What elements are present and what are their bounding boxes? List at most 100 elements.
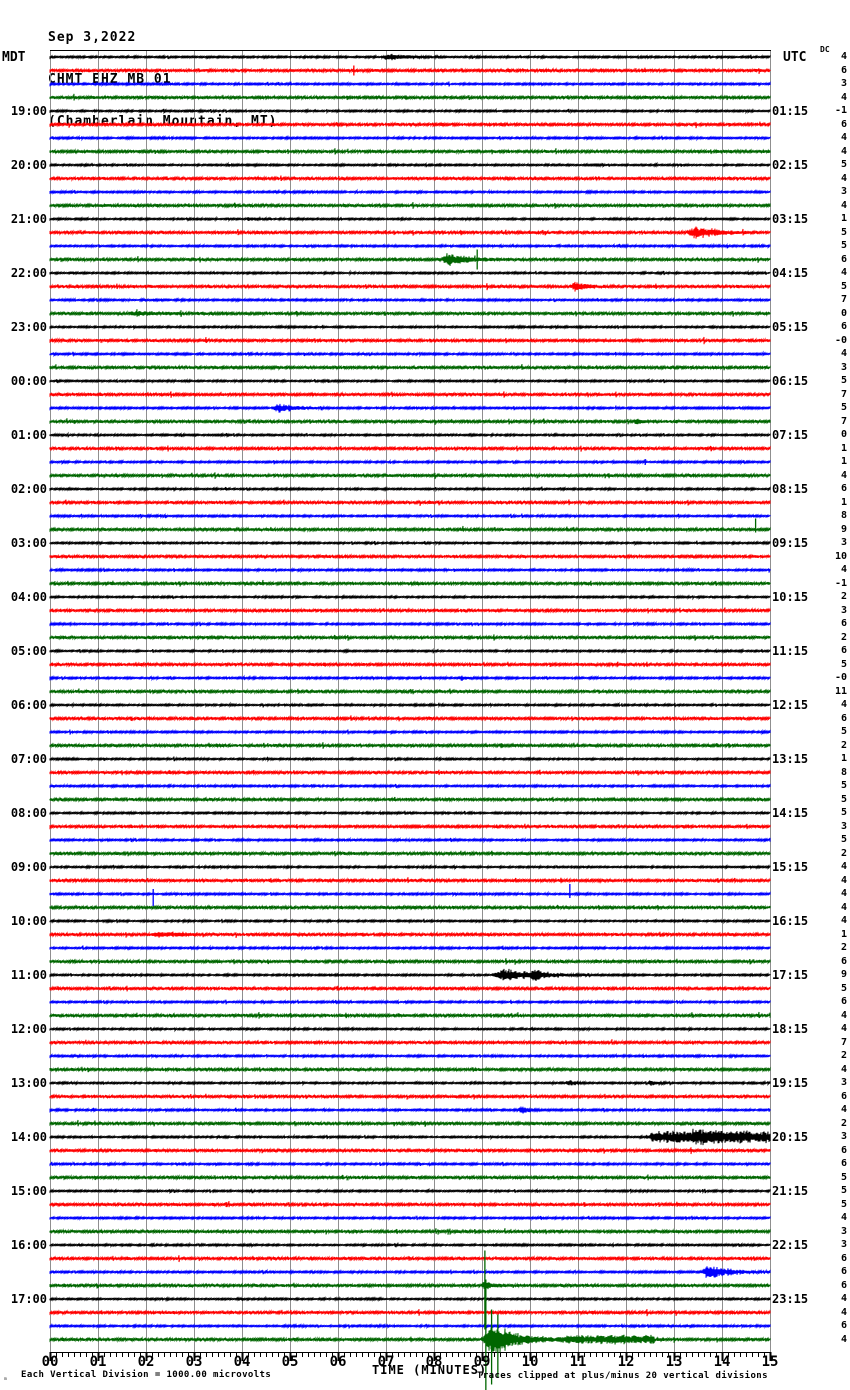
dc-offset-value: 6 — [840, 1090, 847, 1102]
seismogram-trace — [49, 1228, 771, 1235]
dc-offset-value: 7 — [840, 294, 847, 305]
seismogram-trace — [49, 363, 771, 371]
dc-offset-value: 5 — [840, 982, 847, 994]
utc-hour-label: 20:15 — [772, 1130, 809, 1144]
dc-offset-value: -0 — [834, 672, 847, 683]
mdt-hour-label: 11:00 — [10, 968, 47, 982]
seismogram-trace — [49, 1308, 771, 1317]
x-axis-tick-label: 14 — [713, 1354, 731, 1370]
dc-offset-value: 2 — [840, 739, 847, 751]
seismogram-trace — [49, 540, 771, 547]
seismogram-trace — [49, 553, 771, 560]
seismogram-trace — [49, 904, 771, 911]
dc-offset-value: 1 — [840, 753, 847, 764]
x-axis-tick-label: 09 — [473, 1354, 491, 1370]
utc-hour-label: 07:15 — [772, 428, 809, 442]
footer-clip-note: Traces clipped at plus/minus 20 vertical… — [477, 1371, 768, 1381]
dc-offset-value: 4 — [840, 199, 847, 211]
dc-offset-value: 3 — [840, 78, 847, 89]
seismogram-trace — [49, 472, 771, 480]
utc-hour-label: 23:15 — [772, 1292, 809, 1306]
header-date: Sep 3,2022 — [48, 30, 137, 45]
mdt-hour-label: 23:00 — [10, 320, 47, 334]
dc-offset-value: 6 — [840, 1144, 847, 1156]
mdt-hour-label: 00:00 — [10, 374, 47, 388]
mdt-hour-label: 08:00 — [10, 806, 47, 820]
seismogram-trace — [49, 525, 771, 533]
dc-offset-value: 4 — [840, 861, 847, 872]
seismogram-trace — [49, 486, 771, 493]
seismogram-trace — [49, 1147, 771, 1155]
seismogram-trace — [49, 431, 771, 439]
dc-offset-value: 4 — [840, 1063, 847, 1075]
seismogram-trace — [49, 1214, 771, 1222]
dc-offset-value: -1 — [834, 577, 847, 589]
x-axis-tick-label: 13 — [665, 1354, 683, 1370]
utc-hour-label: 09:15 — [772, 536, 809, 550]
mdt-hour-label: 14:00 — [10, 1130, 47, 1144]
utc-hour-label: 14:15 — [772, 806, 809, 820]
seismogram-trace — [49, 1039, 771, 1046]
dc-offset-value: 6 — [840, 712, 847, 724]
dc-offset-value: 3 — [840, 361, 847, 373]
utc-hour-label: 12:15 — [772, 698, 809, 712]
seismogram-trace — [49, 67, 771, 75]
seismogram-trace — [49, 1066, 771, 1073]
mdt-hour-label: 09:00 — [10, 860, 47, 874]
seismogram-trace — [49, 53, 771, 61]
mdt-hour-label: 17:00 — [10, 1292, 47, 1306]
dc-offset-value: 9 — [840, 969, 847, 980]
dc-offset-value: 4 — [840, 51, 847, 62]
dc-offset-value: 2 — [840, 1050, 847, 1061]
dc-offset-value: 6 — [840, 64, 847, 76]
seismogram-trace — [49, 242, 771, 250]
dc-offset-value: 3 — [840, 820, 847, 832]
right-axis-label: UTC — [783, 50, 807, 65]
dc-offset-value: 3 — [840, 604, 847, 616]
seismogram-trace — [49, 715, 771, 722]
seismogram-trace — [49, 998, 771, 1006]
x-axis-tick-label: 08 — [425, 1354, 443, 1370]
dc-offset-value: 1 — [840, 496, 847, 508]
x-axis-title: TIME (MINUTES) — [372, 1363, 488, 1377]
dc-offset-value: 5 — [840, 1198, 847, 1210]
x-axis-tick-label: 02 — [137, 1354, 155, 1370]
dc-offset-value: 1 — [840, 456, 847, 467]
seismogram-trace — [49, 1128, 771, 1146]
seismogram-trace — [49, 201, 771, 209]
mdt-hour-label: 20:00 — [10, 158, 47, 172]
dc-offset-value: 5 — [840, 375, 847, 386]
dc-offset-value: 3 — [840, 1077, 847, 1088]
dc-offset-value: 4 — [840, 1212, 847, 1223]
seismogram-trace — [49, 593, 771, 601]
utc-hour-label: 18:15 — [772, 1022, 809, 1036]
utc-hour-label: 22:15 — [772, 1238, 809, 1252]
dc-offset-value: 5 — [840, 1171, 847, 1183]
dc-offset-value: 2 — [840, 631, 847, 643]
seismogram-trace — [49, 499, 771, 507]
seismogram-trace — [49, 620, 771, 628]
dc-offset-value: 1 — [840, 213, 847, 224]
utc-hour-label: 19:15 — [772, 1076, 809, 1090]
dc-offset-value: 5 — [840, 658, 847, 670]
seismogram-trace — [49, 850, 771, 857]
dc-offset-value: 0 — [840, 307, 847, 319]
seismogram-trace — [49, 148, 771, 155]
seismogram-trace — [49, 1174, 771, 1181]
seismogram-trace — [49, 336, 771, 345]
utc-hour-label: 10:15 — [772, 590, 809, 604]
seismogram-trace — [49, 418, 771, 426]
seismogram-trace — [49, 1079, 771, 1087]
dc-offset-value: 4 — [840, 91, 847, 103]
dc-offset-value: 6 — [840, 1158, 847, 1169]
x-axis-tick-label: 03 — [185, 1354, 203, 1370]
x-axis-tick-label: 00 — [41, 1354, 59, 1370]
mdt-hour-label: 22:00 — [10, 266, 47, 280]
mdt-hour-label: 06:00 — [10, 698, 47, 712]
dc-offset-value: 6 — [840, 955, 847, 967]
seismogram-trace — [49, 281, 771, 292]
seismogram-trace — [49, 445, 771, 452]
utc-hour-label: 06:15 — [772, 374, 809, 388]
x-axis-tick-label: 15 — [761, 1354, 779, 1370]
